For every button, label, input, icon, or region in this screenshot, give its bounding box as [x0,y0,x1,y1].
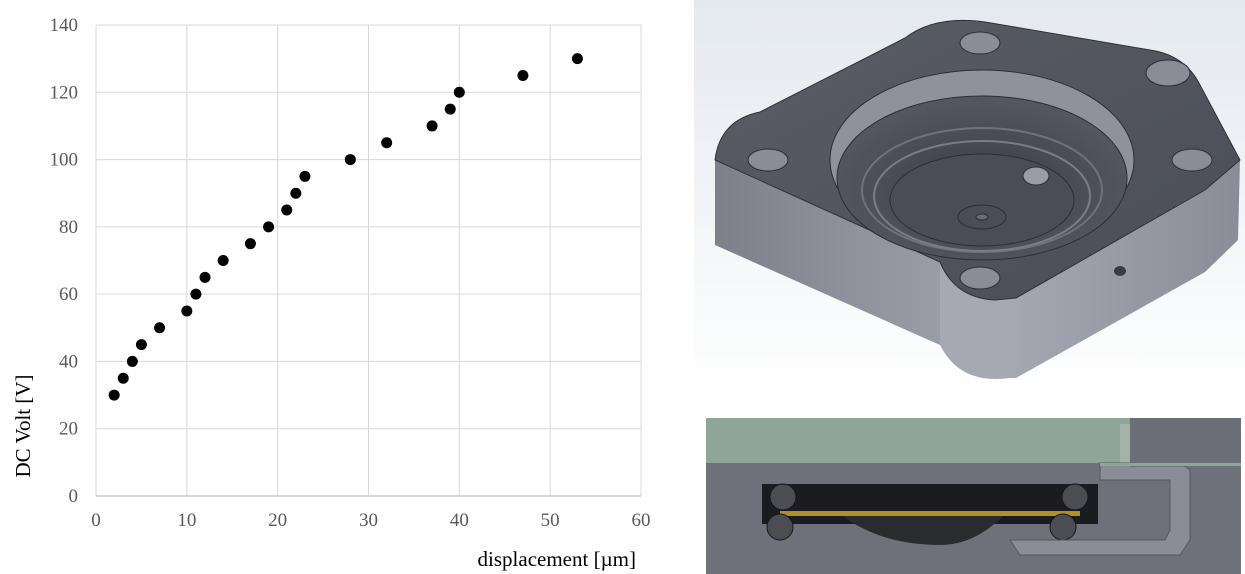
data-point [290,187,302,199]
x-tick-label: 30 [359,510,378,531]
data-point [381,137,393,149]
data-point [344,154,356,166]
x-axis-title: displacement [µm] [478,547,636,571]
side-hole-icon [1114,266,1126,276]
y-tick-label: 0 [69,486,79,507]
membrane-layer [780,511,1080,516]
y-tick-label: 140 [50,15,79,36]
data-point [126,355,138,367]
channel-top [1100,463,1241,466]
o-ring-icon [1049,513,1077,541]
data-point [263,221,275,233]
o-ring-icon [1061,483,1089,511]
data-point [135,339,147,351]
bolt-hole-icon [1145,59,1191,87]
y-tick-label: 100 [50,150,79,171]
cover-plate-edge [1120,424,1130,463]
center-port-icon [975,213,989,221]
data-point [517,69,529,81]
chart-axes [95,25,641,497]
data-points [108,53,583,401]
center-port-icon [957,204,1007,230]
data-point [217,255,229,266]
x-tick-label: 10 [177,510,196,531]
bolt-hole-icon [1171,148,1213,172]
data-point [571,53,583,65]
data-point [453,86,465,98]
diaphragm-bulge [840,514,1005,545]
data-point [190,288,202,300]
data-point [181,305,193,317]
y-tick-labels: 0 20 40 60 80 100 120 140 [50,15,79,507]
housing-front-corner [940,262,1016,380]
y-tick-label: 120 [50,82,79,103]
data-point [154,322,166,334]
bolt-hole-icon [959,266,1001,290]
x-tick-label: 40 [450,510,469,531]
data-point [117,372,129,384]
y-tick-label: 40 [59,351,78,372]
side-port-icon [1022,166,1050,186]
data-point [244,238,256,250]
x-tick-label: 0 [91,510,101,531]
data-point [444,103,456,115]
y-tick-label: 60 [59,284,78,305]
bore-floor [889,153,1075,247]
x-tick-label: 20 [268,510,287,531]
y-tick-label: 80 [59,217,78,238]
cross-section-render [706,418,1241,574]
y-tick-label: 20 [59,419,78,440]
cover-plate [706,418,1130,463]
y-axis-title: DC Volt [V] [11,374,35,477]
x-tick-label: 50 [541,510,560,531]
housing-left-side [715,160,940,345]
x-tick-labels: 0 10 20 30 40 50 60 [91,510,650,531]
bolt-hole-icon [747,148,789,172]
data-point [426,120,438,132]
data-point [108,389,120,401]
bolt-hole-icon [959,31,1001,55]
bore-step [873,140,1091,252]
o-ring-icon [766,513,794,541]
chart-gridlines [96,24,642,496]
x-tick-label: 60 [632,510,651,531]
scatter-chart: 0 10 20 30 40 50 60 0 20 40 60 80 100 120 140 displac… [11,15,651,571]
housing-3d-render [694,0,1245,400]
o-ring-icon [769,483,797,511]
data-point [299,170,311,182]
data-point [281,204,293,216]
housing-right-side [1016,160,1240,378]
data-point [199,271,211,283]
